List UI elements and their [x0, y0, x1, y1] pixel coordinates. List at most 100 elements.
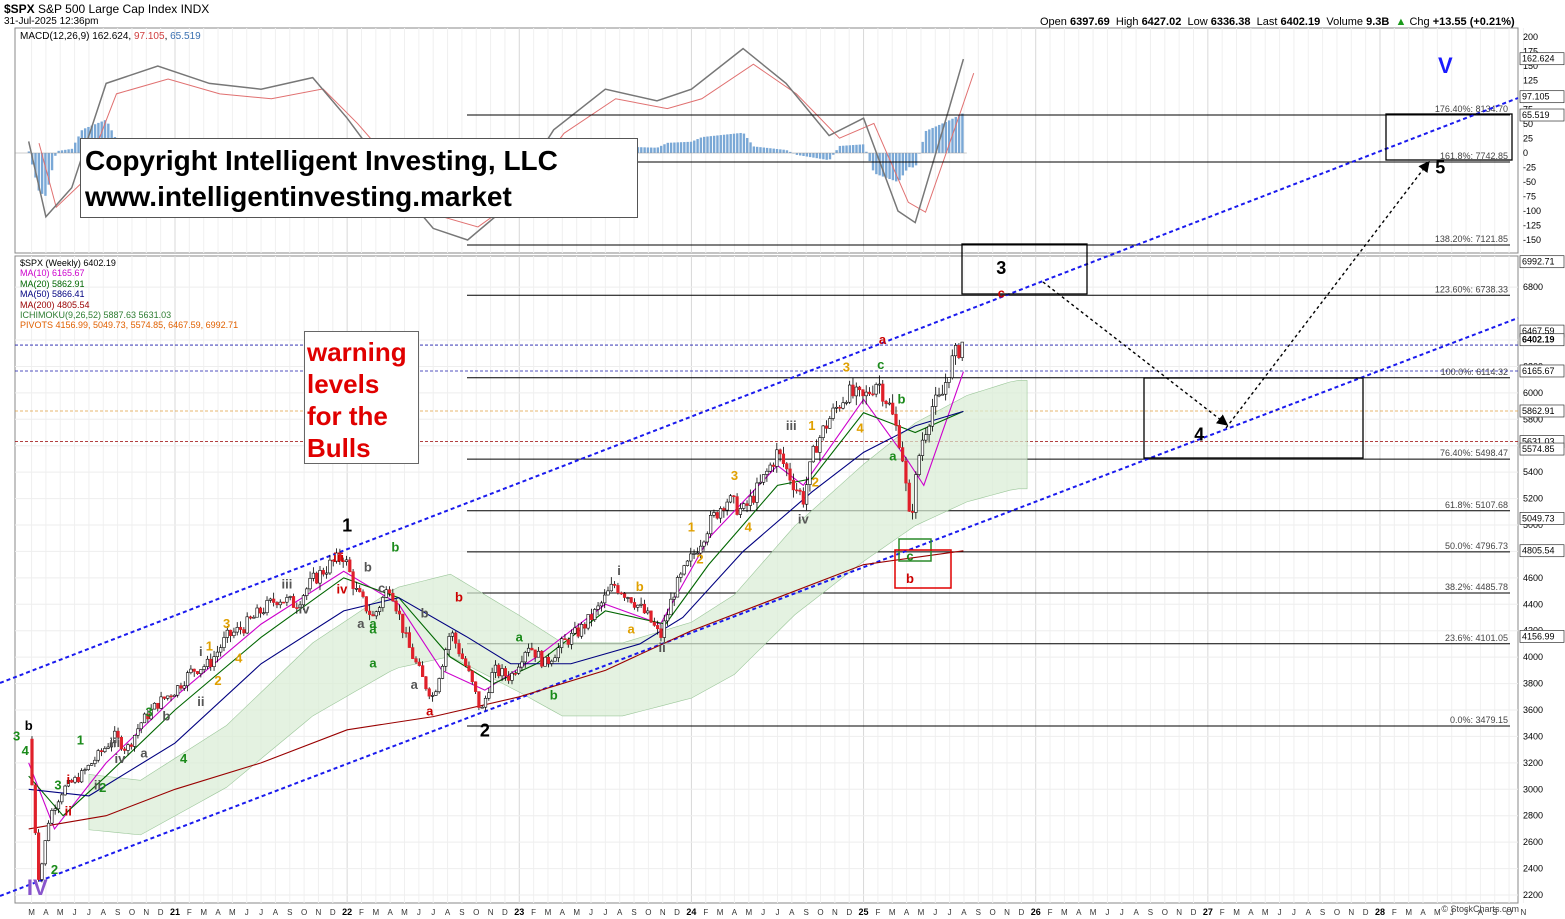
candle-body: [599, 602, 603, 607]
candle-body: [295, 607, 299, 609]
candle-body: [305, 588, 309, 596]
candle-body: [377, 607, 382, 612]
wave-label: a: [889, 448, 897, 463]
candle-body: [361, 591, 365, 597]
macd-histogram-bar: [934, 126, 938, 153]
candle-body: [169, 695, 173, 698]
x-tick-month: A: [961, 908, 967, 917]
wave-label: b: [421, 606, 429, 621]
macd-histogram-bar: [921, 141, 924, 153]
candle-body: [834, 406, 839, 409]
candle-body: [824, 425, 829, 429]
candle-body: [457, 643, 461, 655]
candle-body: [285, 597, 289, 603]
wave-label: ii: [94, 777, 101, 792]
wave-label: a: [879, 332, 887, 347]
wave-label: iv: [337, 582, 349, 597]
candle-body: [391, 592, 395, 602]
wave-label: b: [455, 590, 463, 605]
wave-label: iii: [109, 735, 120, 750]
wave-label: a: [369, 621, 377, 636]
candle-body: [262, 612, 266, 615]
candle-body: [229, 629, 233, 637]
wave-label: 1: [342, 516, 352, 536]
open-value: 6397.69: [1069, 16, 1110, 28]
candle-body: [874, 384, 878, 395]
candle-body: [745, 503, 749, 506]
wave-label: 1: [77, 732, 84, 747]
candle-body: [334, 552, 339, 562]
price-value-tag: [1519, 404, 1565, 418]
macd-histogram-bar: [57, 150, 60, 153]
candle-body: [685, 560, 690, 566]
candle-body: [467, 665, 471, 672]
macd-histogram-bar: [808, 153, 812, 158]
candle-body: [245, 616, 249, 634]
candle-body: [351, 571, 355, 589]
macd-value-tag-text: 162.624: [1522, 54, 1555, 64]
candle-body: [566, 639, 570, 645]
x-tick-month: M: [1434, 908, 1441, 917]
candle-body: [172, 694, 176, 697]
candle-body: [940, 393, 944, 396]
candle-body: [371, 614, 375, 617]
macd-histogram-bar: [40, 153, 44, 194]
candle-body: [301, 595, 306, 606]
candle-body: [752, 495, 756, 503]
macd-histogram-bar: [918, 153, 921, 154]
macd-histogram-bar: [97, 122, 100, 153]
candle-body: [550, 660, 554, 664]
candle-body: [281, 601, 286, 604]
high-label: High: [1115, 16, 1139, 28]
wave-label: 5: [1435, 158, 1445, 178]
x-tick-month: D: [1018, 908, 1024, 917]
macd-histogram-bar: [755, 146, 759, 153]
chg-label: Chg: [1409, 16, 1430, 28]
x-tick-month: A: [560, 908, 566, 917]
candle-body: [215, 651, 219, 657]
x-tick-month: M: [1061, 908, 1068, 917]
candle-body: [60, 794, 64, 803]
wave-label: a: [516, 629, 524, 644]
macd-histogram-bar: [835, 150, 838, 153]
x-tick-month: O: [473, 908, 479, 917]
wave-label: i: [199, 644, 203, 659]
candle-body: [66, 780, 71, 787]
candle-body: [222, 637, 226, 648]
candle-body: [205, 658, 210, 667]
candle-body: [765, 470, 769, 475]
macd-histogram-bar: [858, 144, 861, 153]
x-tick-month: J: [417, 908, 421, 917]
candle-body: [560, 638, 564, 648]
wave-label: 3: [223, 616, 230, 631]
wave-label: 1: [206, 639, 213, 654]
x-tick-month: J: [1278, 908, 1282, 917]
candle-body: [536, 650, 541, 658]
candle-body: [149, 708, 153, 720]
warning-box: warning levels for the Bulls: [304, 331, 419, 464]
candle-body: [960, 341, 964, 358]
legend-entry: ICHIMOKU(9,26,52) 5887.63 5631.03: [20, 310, 172, 320]
warning-line: levels: [307, 369, 380, 399]
x-tick-year: 21: [170, 907, 180, 917]
x-tick-month: F: [531, 908, 536, 917]
price-value-tag-text: 5631.03: [1522, 437, 1555, 447]
candle-body: [384, 589, 388, 598]
legend-entry: MA(20) 5862.91: [20, 278, 85, 289]
x-tick-month: N: [1004, 908, 1010, 917]
macd-histogram-bar: [924, 130, 928, 153]
wave-label: 4: [235, 650, 243, 665]
x-tick-month: O: [301, 908, 307, 917]
candle-body: [493, 664, 498, 673]
candle-body: [321, 570, 325, 575]
x-tick-month: M: [573, 908, 580, 917]
wave-label: 2: [696, 551, 703, 566]
wave-label: 3: [54, 777, 61, 792]
legend-entry: MA(50) 5866.41: [20, 289, 85, 300]
x-tick-month: A: [215, 908, 221, 917]
x-tick-month: D: [502, 908, 508, 917]
candle-body: [563, 638, 567, 640]
candle-body: [63, 785, 67, 796]
macd-histogram-bar: [54, 153, 57, 156]
x-tick-month: D: [330, 908, 336, 917]
